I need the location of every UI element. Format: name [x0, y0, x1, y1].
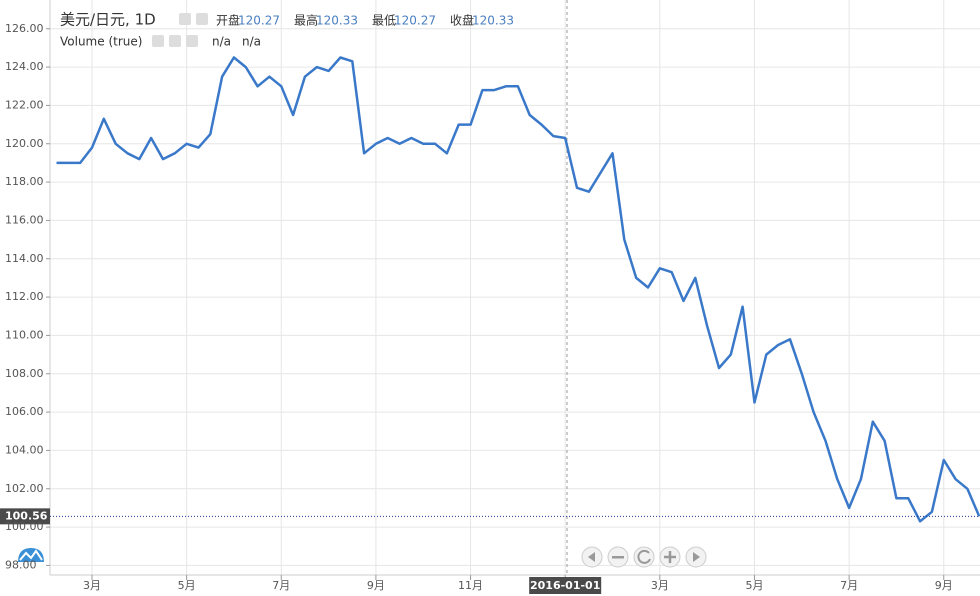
legend-label: 收盘	[450, 13, 474, 28]
y-tick-label: 110.00	[5, 328, 44, 341]
indicator-name: Volume (true)	[60, 35, 142, 49]
icon	[612, 556, 624, 559]
y-tick-label: 100.00	[5, 520, 44, 533]
x-tick-label: 5月	[178, 579, 196, 592]
indicator-value: n/a	[242, 35, 261, 49]
y-tick-label: 116.00	[5, 213, 44, 226]
header: 美元/日元, 1D Volume (true) n/a n/a 开盘120.27…	[60, 11, 514, 49]
last-price-label: 100.56	[5, 509, 48, 522]
icon[interactable]	[196, 13, 208, 25]
x-tick-label: 9月	[935, 579, 953, 592]
legend-value: 120.27	[238, 14, 280, 28]
chart-title: 美元/日元, 1D	[60, 11, 156, 29]
y-tick-label: 114.00	[5, 252, 44, 265]
last-price-box	[0, 508, 50, 525]
y-tick-label: 120.00	[5, 137, 44, 150]
y-tick-label: 118.00	[5, 175, 44, 188]
icon	[664, 551, 676, 563]
legend-label: 最低	[372, 14, 396, 28]
icon[interactable]	[169, 35, 181, 47]
indicator-value: n/a	[212, 35, 231, 49]
grid	[50, 0, 980, 575]
legend-value: 120.33	[316, 14, 358, 28]
y-tick-label: 104.00	[5, 443, 44, 456]
x-tick-label: 5月	[745, 579, 763, 592]
x-tick-label: 7月	[272, 579, 290, 592]
logo	[18, 548, 44, 562]
icon[interactable]	[186, 35, 198, 47]
plot: 100.56	[0, 56, 980, 525]
legend-value: 120.33	[472, 14, 514, 28]
y-tick-label: 112.00	[5, 290, 44, 303]
price-line	[56, 56, 980, 523]
y-tick-label: 124.00	[5, 60, 44, 73]
icon	[588, 552, 595, 562]
icon	[637, 549, 651, 564]
x-tick-label: 9月	[367, 579, 385, 592]
y-tick-label: 98.00	[5, 558, 37, 571]
y-tick-label: 126.00	[5, 22, 44, 35]
x-tick-label: 2016-01-01	[530, 579, 600, 592]
x-tick-label: 11月	[458, 579, 483, 592]
y-tick-label: 102.00	[5, 482, 44, 495]
x-tick-label: 3月	[83, 579, 101, 592]
legend-value: 120.27	[394, 14, 436, 28]
logo-shape	[19, 549, 43, 561]
y-tick-label: 122.00	[5, 98, 44, 111]
y-tick-label: 108.00	[5, 367, 44, 380]
icon	[693, 552, 700, 562]
y-tick-label: 106.00	[5, 405, 44, 418]
x-tick-label: 3月	[651, 579, 669, 592]
x-tick-label-box	[529, 577, 602, 594]
legend-label: 开盘	[216, 13, 240, 28]
legend-label: 最高	[294, 13, 318, 28]
icon[interactable]	[179, 13, 191, 25]
x-tick-label: 7月	[840, 579, 858, 592]
icon[interactable]	[152, 35, 164, 47]
nav-buttons	[581, 546, 707, 568]
